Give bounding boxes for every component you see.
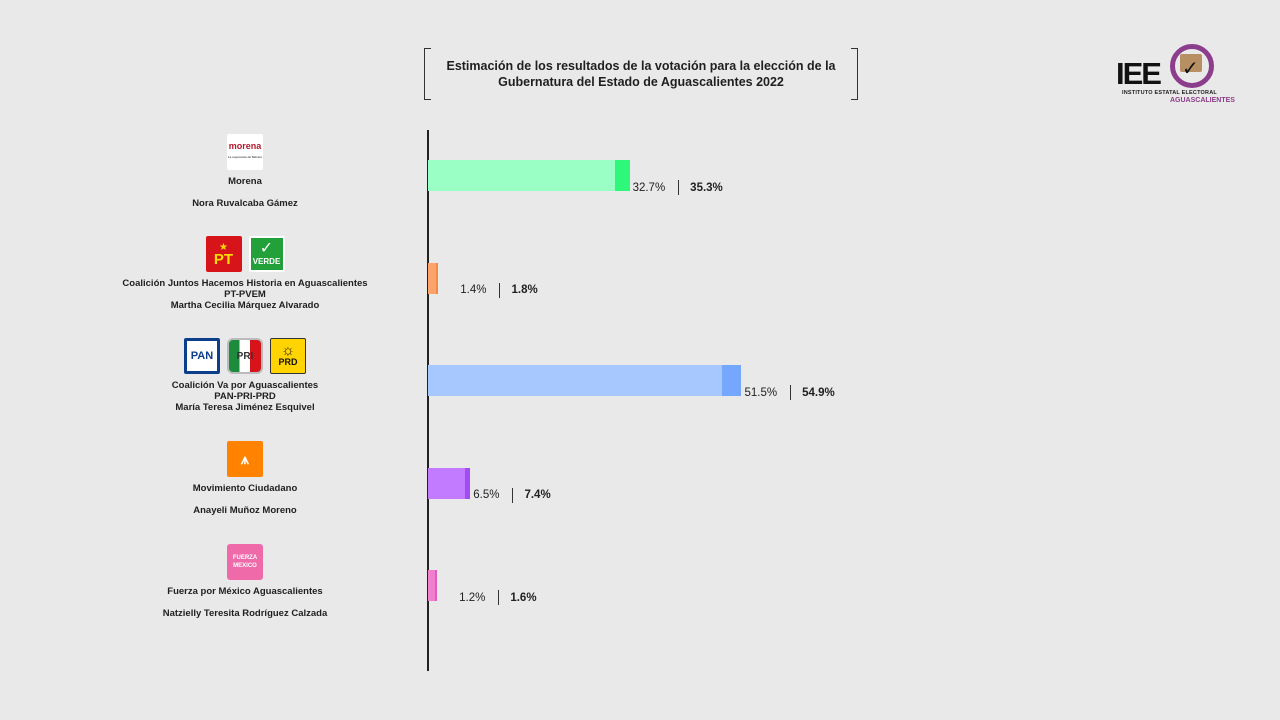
bar-lower-estimate [428, 365, 723, 396]
iee-logo-mark: IEE [1116, 56, 1162, 91]
pri-logo-icon: PRI [227, 338, 263, 374]
coalition-name: Coalición Va por Aguascalientes [171, 380, 319, 391]
coalition-parties: PT-PVEM [224, 289, 266, 300]
upper-value-label: 35.3% [690, 181, 723, 194]
ballot-box-icon [1180, 54, 1202, 72]
movimiento-ciudadano-logo-icon: ⩚ [227, 441, 263, 477]
fuerza-mexico-logo-icon: FUERZA MEXICO [227, 544, 263, 580]
value-separator [498, 590, 500, 605]
prd-logo-icon: ☼ PRD [270, 338, 306, 374]
verde-logo-icon: ✓ VERDE [248, 236, 285, 272]
lower-value-label: 6.5% [473, 489, 500, 501]
bar-lower-estimate [428, 467, 466, 499]
upper-value-label: 1.6% [510, 591, 537, 604]
value-separator [512, 487, 514, 503]
lower-value-label: 51.5% [744, 386, 778, 399]
bar-lower-estimate [428, 262, 436, 294]
bar-value-label: 1.2% 1.6% [459, 590, 537, 605]
chart-title-line-2: Gubernatura del Estado de Aguascalientes… [498, 75, 784, 89]
lower-value-label: 1.2% [459, 591, 486, 604]
checkmark-icon: ✓ [1182, 58, 1199, 80]
bar-lower-estimate [428, 570, 435, 601]
party-label-mc: ⩚ Movimiento Ciudadano Anayeli Muñoz Mor… [80, 441, 410, 516]
lower-value-label: 32.7% [632, 181, 666, 194]
party-name: Morena [228, 176, 262, 187]
party-name: Fuerza por México Aguascalientes [167, 586, 323, 597]
chart-axis-line [427, 130, 429, 671]
iee-logo-line-2: AGUASCALIENTES [1170, 97, 1235, 104]
party-label-pan-pri-prd: PAN PRI ☼ PRD Coalición Va por Aguascalie… [80, 338, 410, 413]
bar-value-label: 51.5% 54.9% [744, 385, 835, 400]
bar-value-label: 32.7% 35.3% [633, 180, 723, 195]
coalition-name: Coalición Juntos Hacemos Historia en Agu… [122, 278, 368, 289]
party-label-morena: morena La esperanza de México Morena Nora… [80, 134, 410, 209]
title-bracket-left [424, 48, 431, 100]
value-separator [499, 282, 501, 298]
party-label-fxm: FUERZA MEXICO Fuerza por México Aguascali… [80, 544, 410, 619]
bar-lower-estimate [428, 160, 615, 191]
iee-logo-ring-icon [1170, 44, 1214, 88]
iee-logo: ✓ IEE INSTITUTO ESTATAL ELECTORAL AGUASC… [1114, 42, 1235, 108]
title-bracket-right [851, 48, 858, 100]
chart-title-box: Estimación de los resultados de la votac… [424, 48, 858, 100]
bar-range-extension [614, 160, 630, 191]
upper-value-label: 1.8% [511, 284, 538, 296]
coalition-parties: PAN-PRI-PRD [214, 391, 276, 402]
pan-logo-icon: PAN [184, 338, 220, 374]
candidate-name: María Teresa Jiménez Esquivel [175, 402, 315, 413]
chart-title-line-1: Estimación de los resultados de la votac… [446, 59, 836, 73]
bar-value-label: 1.4% 1.8% [460, 282, 538, 298]
lower-value-label: 1.4% [460, 284, 487, 296]
value-separator [790, 385, 792, 400]
upper-value-label: 54.9% [802, 386, 835, 399]
bar-range-extension [435, 262, 439, 294]
iee-logo-line-1: INSTITUTO ESTATAL ELECTORAL [1122, 90, 1217, 96]
chart-title: Estimación de los resultados de la votac… [431, 58, 851, 90]
bar-value-label: 6.5% 7.4% [473, 487, 551, 503]
candidate-name: Natzielly Teresita Rodríguez Calzada [162, 608, 328, 619]
upper-value-label: 7.4% [524, 489, 551, 501]
candidate-name: Nora Ruvalcaba Gámez [192, 198, 298, 209]
morena-logo-icon: morena La esperanza de México [227, 134, 263, 170]
candidate-name: Martha Cecilia Márquez Alvarado [170, 300, 320, 311]
bar-range-extension [465, 467, 471, 499]
pt-logo-icon: ★ PT [205, 236, 242, 272]
party-name: Movimiento Ciudadano [192, 483, 298, 494]
value-separator [678, 180, 680, 195]
candidate-name: Anayeli Muñoz Moreno [193, 505, 297, 516]
party-label-pt-pvem: ★ PT ✓ VERDE Coalición Juntos Hacemos Hist… [80, 236, 410, 311]
bar-range-extension [722, 365, 742, 396]
bar-range-extension [434, 570, 438, 601]
